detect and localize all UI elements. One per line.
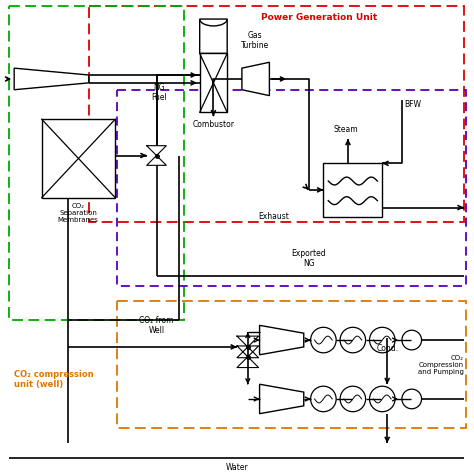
- Text: Steam: Steam: [334, 125, 358, 134]
- Text: Cond.: Cond.: [376, 344, 398, 353]
- Text: Exhaust: Exhaust: [258, 212, 289, 221]
- FancyBboxPatch shape: [200, 19, 227, 54]
- Circle shape: [402, 330, 421, 350]
- Text: Combustor: Combustor: [192, 120, 235, 129]
- Text: Water: Water: [226, 463, 248, 472]
- Bar: [89, 6, 464, 222]
- Polygon shape: [242, 62, 269, 96]
- Text: BFW: BFW: [404, 100, 421, 109]
- Bar: [323, 164, 383, 218]
- Polygon shape: [260, 325, 304, 355]
- Circle shape: [402, 389, 421, 409]
- Text: NG
Fuel: NG Fuel: [152, 83, 167, 102]
- Bar: [117, 90, 466, 286]
- Polygon shape: [260, 384, 304, 414]
- Text: CO₂
Compression
and Pumping: CO₂ Compression and Pumping: [418, 355, 464, 374]
- Text: Gas
Turbine: Gas Turbine: [240, 31, 269, 50]
- Circle shape: [310, 386, 336, 412]
- Circle shape: [340, 327, 365, 353]
- Circle shape: [310, 327, 336, 353]
- Polygon shape: [14, 68, 89, 90]
- Bar: [117, 301, 466, 428]
- Bar: [9, 6, 184, 320]
- Text: CO₂ from
Well: CO₂ from Well: [139, 316, 174, 335]
- Circle shape: [340, 386, 365, 412]
- Circle shape: [370, 327, 395, 353]
- Bar: [42, 119, 115, 198]
- Text: Exported
NG: Exported NG: [292, 249, 326, 268]
- Text: CO₂ compression
unit (well): CO₂ compression unit (well): [14, 370, 94, 389]
- Circle shape: [370, 386, 395, 412]
- Text: Power Generation Unit: Power Generation Unit: [261, 13, 377, 22]
- Text: CO₂
Separation
Membranes: CO₂ Separation Membranes: [57, 202, 99, 223]
- Bar: [200, 54, 227, 112]
